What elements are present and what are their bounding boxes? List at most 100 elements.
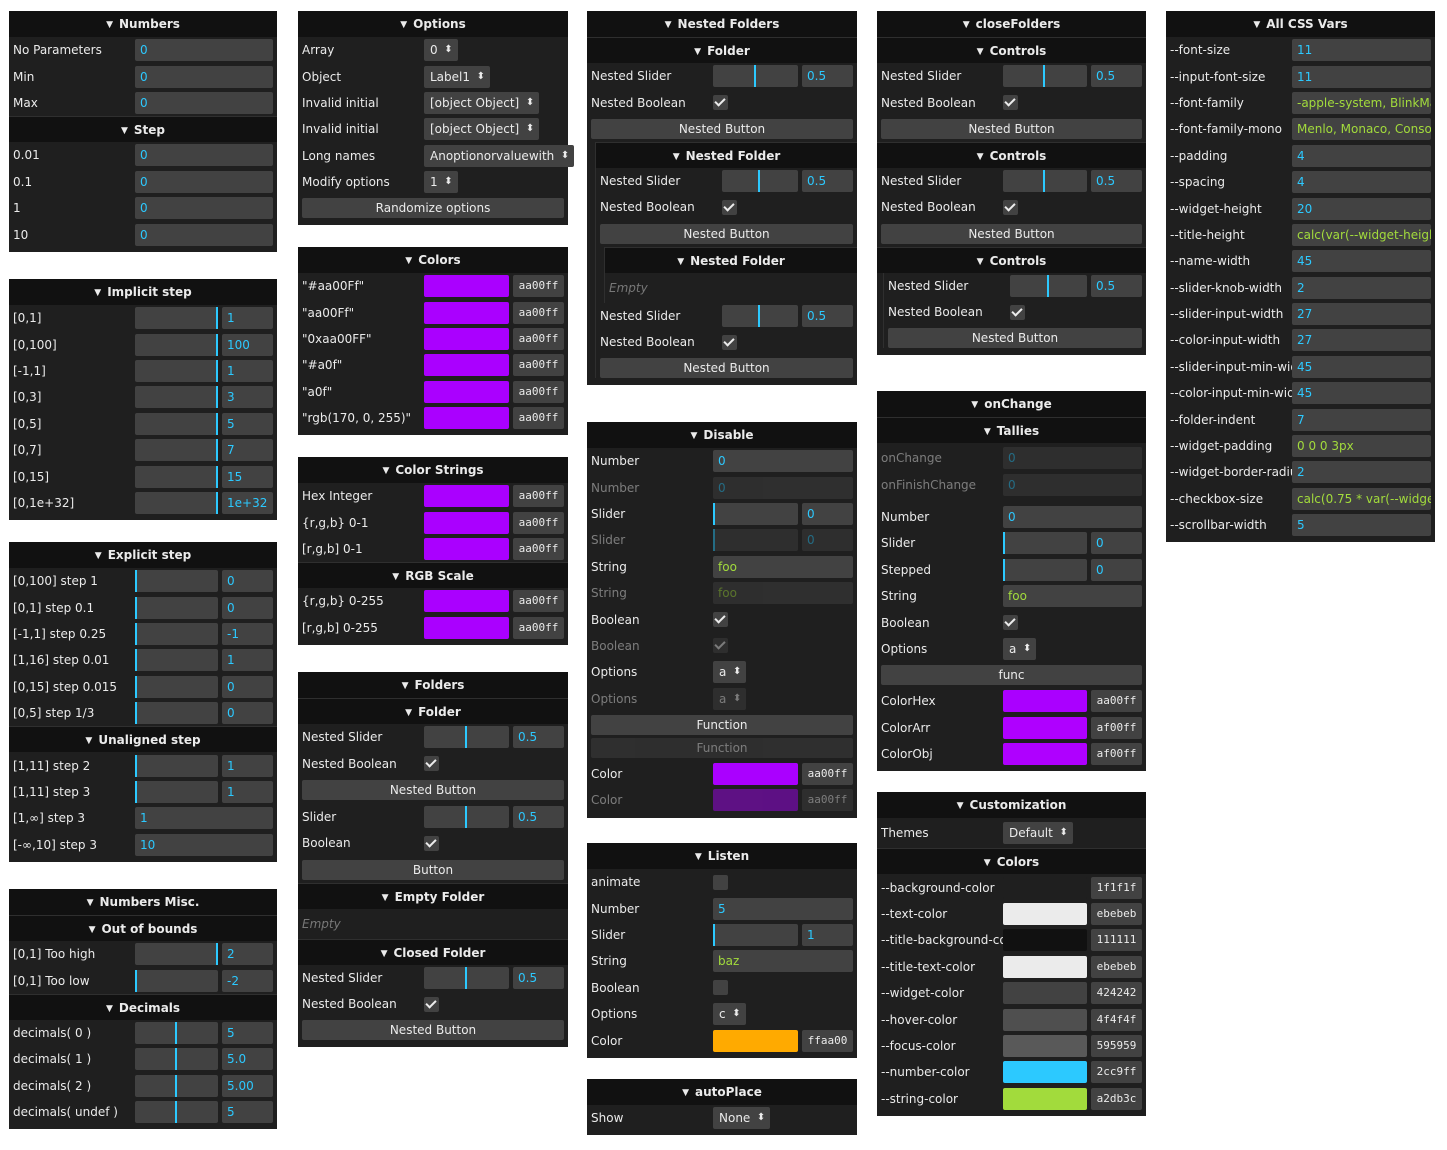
slider-track[interactable] bbox=[713, 923, 798, 946]
number-input[interactable]: 2 bbox=[1292, 276, 1431, 299]
options-select[interactable]: [object Object] bbox=[424, 118, 540, 141]
slider-track[interactable] bbox=[135, 333, 218, 356]
slider-input[interactable]: 1 bbox=[222, 780, 273, 803]
checkbox[interactable] bbox=[713, 612, 728, 628]
slider-track[interactable] bbox=[135, 675, 218, 698]
slider-input[interactable]: 0 bbox=[222, 702, 273, 725]
slider-input[interactable]: 0.5 bbox=[802, 169, 853, 192]
color-swatch[interactable] bbox=[1003, 1061, 1087, 1084]
slider-input[interactable]: 0.5 bbox=[802, 65, 853, 88]
panel-title[interactable]: ▼ Options bbox=[298, 11, 568, 37]
slider-track[interactable] bbox=[135, 969, 218, 992]
folder-title-tallies[interactable]: ▼ Tallies bbox=[877, 417, 1146, 443]
slider-input[interactable]: 5.00 bbox=[222, 1074, 273, 1097]
number-input[interactable]: 11 bbox=[1292, 39, 1431, 62]
number-input[interactable]: 4 bbox=[1292, 144, 1431, 167]
number-input[interactable]: 45 bbox=[1292, 355, 1431, 378]
options-select[interactable]: 1 bbox=[424, 171, 458, 194]
color-swatch[interactable] bbox=[424, 616, 509, 639]
options-select[interactable]: Label1 bbox=[424, 65, 491, 88]
slider-input[interactable]: 0 bbox=[222, 675, 273, 698]
slider-track[interactable] bbox=[135, 1048, 218, 1071]
color-swatch[interactable] bbox=[424, 380, 509, 403]
panel-title[interactable]: ▼ Nested Folders bbox=[587, 11, 857, 37]
number-input[interactable]: 20 bbox=[1292, 197, 1431, 220]
slider-track[interactable] bbox=[722, 169, 798, 192]
color-swatch[interactable] bbox=[424, 537, 509, 560]
number-input[interactable]: 7 bbox=[1292, 408, 1431, 431]
color-hex[interactable]: 1f1f1f bbox=[1091, 876, 1142, 899]
slider-input[interactable]: 1 bbox=[222, 307, 273, 330]
color-swatch[interactable] bbox=[713, 763, 798, 786]
color-hex[interactable]: aa00ff bbox=[1091, 690, 1142, 713]
options-select[interactable]: a bbox=[1003, 637, 1037, 660]
folder-title-colors[interactable]: ▼ Colors bbox=[877, 848, 1146, 875]
slider-track[interactable] bbox=[424, 805, 509, 828]
color-swatch[interactable] bbox=[1003, 955, 1087, 978]
slider-track[interactable] bbox=[1003, 558, 1087, 581]
slider-track[interactable] bbox=[424, 726, 509, 749]
slider-input[interactable]: 5 bbox=[222, 1021, 273, 1044]
panel-title[interactable]: ▼ Customization bbox=[877, 792, 1146, 818]
slider-track[interactable] bbox=[1003, 532, 1087, 555]
color-swatch[interactable] bbox=[1003, 743, 1087, 766]
checkbox[interactable] bbox=[713, 980, 728, 996]
nested-button[interactable]: Nested Button bbox=[881, 223, 1142, 244]
slider-track[interactable] bbox=[424, 966, 509, 989]
slider-input[interactable]: 0 bbox=[1091, 532, 1142, 555]
nested-button[interactable]: Nested Button bbox=[600, 223, 853, 244]
color-hex[interactable]: 4f4f4f bbox=[1091, 1008, 1142, 1031]
slider-track[interactable] bbox=[713, 65, 798, 88]
folder-title-decimals[interactable]: ▼ Decimals bbox=[9, 993, 277, 1020]
color-hex[interactable]: af00ff bbox=[1091, 716, 1142, 739]
themes-select[interactable]: Default bbox=[1003, 822, 1073, 845]
slider-input[interactable]: 100 bbox=[222, 333, 273, 356]
checkbox[interactable] bbox=[424, 756, 439, 772]
string-input[interactable]: foo bbox=[713, 555, 853, 578]
slider-input[interactable]: 1e+32 bbox=[222, 491, 273, 514]
number-input[interactable]: 0 bbox=[135, 197, 273, 220]
func-button[interactable]: func bbox=[881, 665, 1142, 686]
button[interactable]: Button bbox=[302, 859, 564, 880]
string-input[interactable]: calc(var(--widget-height) + bbox=[1292, 223, 1431, 246]
options-select[interactable]: [object Object] bbox=[424, 91, 540, 114]
panel-title[interactable]: ▼ closeFolders bbox=[877, 11, 1146, 37]
color-swatch[interactable] bbox=[1003, 876, 1087, 899]
panel-title[interactable]: ▼ Implicit step bbox=[9, 279, 277, 305]
folder-title-rgb-scale[interactable]: ▼ RGB Scale bbox=[298, 562, 568, 589]
slider-input[interactable]: 1 bbox=[222, 649, 273, 672]
slider-input[interactable]: 2 bbox=[222, 943, 273, 966]
checkbox[interactable] bbox=[722, 334, 737, 350]
panel-title[interactable]: ▼ Folders bbox=[298, 672, 568, 698]
slider-input[interactable]: 0.5 bbox=[513, 726, 564, 749]
slider-track[interactable] bbox=[135, 359, 218, 382]
color-hex[interactable]: aa00ff bbox=[513, 380, 564, 403]
panel-title[interactable]: ▼ Numbers Misc. bbox=[9, 889, 277, 915]
checkbox[interactable] bbox=[1003, 199, 1018, 215]
color-swatch[interactable] bbox=[1003, 982, 1087, 1005]
color-swatch[interactable] bbox=[424, 511, 509, 534]
slider-track[interactable] bbox=[135, 622, 218, 645]
color-hex[interactable]: 111111 bbox=[1091, 929, 1142, 952]
color-hex[interactable]: af00ff bbox=[1091, 743, 1142, 766]
panel-title[interactable]: ▼ Colors bbox=[298, 247, 568, 273]
show-select[interactable]: None bbox=[713, 1107, 771, 1130]
color-hex[interactable]: ebebeb bbox=[1091, 902, 1142, 925]
folder-title-unaligned[interactable]: ▼ Unaligned step bbox=[9, 726, 277, 753]
slider-track[interactable] bbox=[135, 649, 218, 672]
nested-button[interactable]: Nested Button bbox=[591, 118, 853, 139]
slider-track[interactable] bbox=[135, 386, 218, 409]
color-hex[interactable]: aa00ff bbox=[513, 301, 564, 324]
number-input[interactable]: 5 bbox=[1292, 514, 1431, 537]
panel-title[interactable]: ▼ Explicit step bbox=[9, 542, 277, 568]
slider-input[interactable]: 0.5 bbox=[1091, 65, 1142, 88]
number-input[interactable]: 0 bbox=[135, 65, 273, 88]
folder-title-controls[interactable]: ▼ Controls bbox=[877, 141, 1146, 168]
string-input[interactable]: 0 0 0 3px bbox=[1292, 435, 1431, 458]
folder-title-step[interactable]: ▼ Step bbox=[9, 116, 277, 143]
options-select[interactable]: Anoptionorvaluewith bbox=[424, 144, 575, 167]
string-input[interactable]: calc(0.75 * var(--widget-he bbox=[1292, 487, 1431, 510]
slider-track[interactable] bbox=[135, 307, 218, 330]
slider-track[interactable] bbox=[135, 754, 218, 777]
color-hex[interactable]: aa00ff bbox=[513, 407, 564, 430]
